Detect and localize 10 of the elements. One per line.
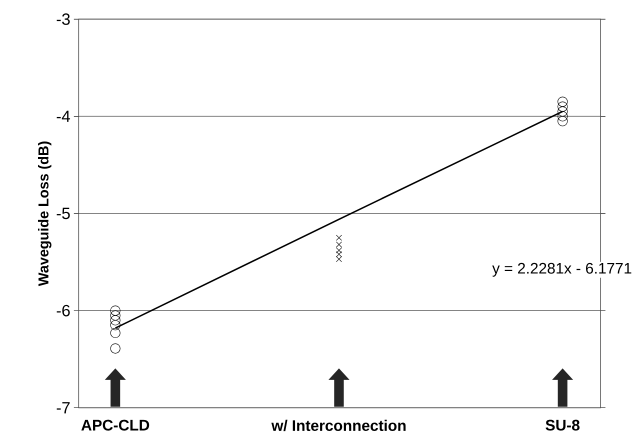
y-tick-label: -5 xyxy=(56,208,70,220)
x-tick-label: APC-CLD xyxy=(81,420,150,430)
y-tick-label: -3 xyxy=(56,13,70,25)
y-tick-label: -7 xyxy=(56,402,70,414)
x-tick-label: SU-8 xyxy=(546,420,580,430)
annotation: y = 2.2281x - 6.1771 xyxy=(492,262,632,277)
y-tick-label: -6 xyxy=(56,304,70,316)
y-axis-title: Waveguide Loss (dB) xyxy=(38,141,52,286)
x-tick-label: w/ Interconnection xyxy=(271,420,406,432)
y-tick-label: -4 xyxy=(56,110,70,122)
